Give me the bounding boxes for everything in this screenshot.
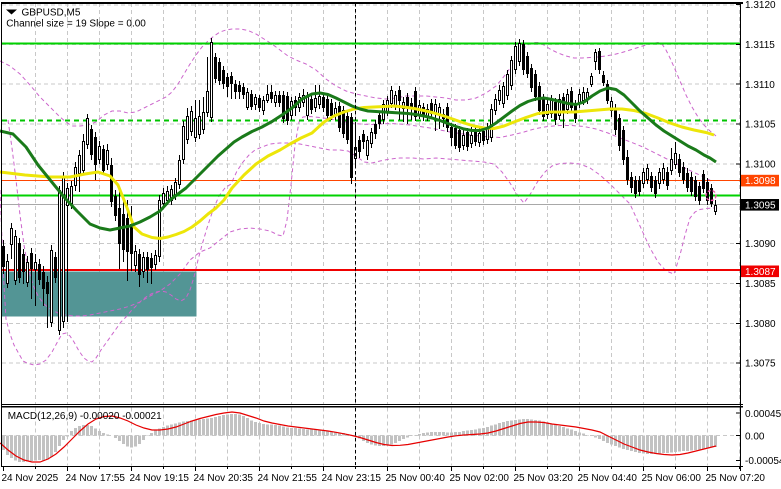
svg-text:25 Nov 02:00: 25 Nov 02:00 — [450, 473, 510, 484]
svg-text:24 Nov 19:15: 24 Nov 19:15 — [130, 473, 190, 484]
svg-text:24 Nov 21:55: 24 Nov 21:55 — [258, 473, 318, 484]
svg-text:1.3105: 1.3105 — [745, 120, 776, 131]
svg-text:MACD(12,26,9) -0.00020 -0.0002: MACD(12,26,9) -0.00020 -0.00021 — [8, 411, 162, 422]
svg-text:GBPUSD,M5: GBPUSD,M5 — [22, 8, 81, 19]
svg-text:1.3120: 1.3120 — [745, 0, 776, 11]
svg-text:1.3098: 1.3098 — [745, 176, 776, 187]
svg-text:1.3080: 1.3080 — [745, 319, 776, 330]
svg-text:1.3110: 1.3110 — [745, 80, 775, 91]
svg-text:24 Nov 23:15: 24 Nov 23:15 — [322, 473, 382, 484]
svg-text:0.00045: 0.00045 — [745, 409, 781, 420]
svg-text:1.3100: 1.3100 — [745, 160, 776, 171]
svg-text:1.3095: 1.3095 — [745, 200, 776, 211]
svg-text:24 Nov 17:55: 24 Nov 17:55 — [66, 473, 126, 484]
svg-text:1.3115: 1.3115 — [745, 40, 775, 51]
svg-text:25 Nov 04:40: 25 Nov 04:40 — [578, 473, 638, 484]
svg-text:1.3085: 1.3085 — [745, 279, 776, 290]
svg-text:1.3075: 1.3075 — [745, 359, 776, 370]
svg-text:1.3090: 1.3090 — [745, 239, 776, 250]
svg-text:0.00: 0.00 — [745, 431, 765, 442]
svg-text:24 Nov 20:35: 24 Nov 20:35 — [194, 473, 254, 484]
svg-text:1.3087: 1.3087 — [745, 267, 776, 278]
svg-text:24 Nov 2025: 24 Nov 2025 — [2, 473, 59, 484]
svg-text:25 Nov 03:20: 25 Nov 03:20 — [514, 473, 574, 484]
svg-text:25 Nov 00:40: 25 Nov 00:40 — [386, 473, 446, 484]
svg-text:25 Nov 07:20: 25 Nov 07:20 — [706, 473, 766, 484]
svg-text:Channel size = 19 Slope = 0.00: Channel size = 19 Slope = 0.00 — [6, 18, 146, 29]
svg-text:-0.00054: -0.00054 — [745, 456, 781, 467]
svg-text:25 Nov 06:00: 25 Nov 06:00 — [642, 473, 702, 484]
